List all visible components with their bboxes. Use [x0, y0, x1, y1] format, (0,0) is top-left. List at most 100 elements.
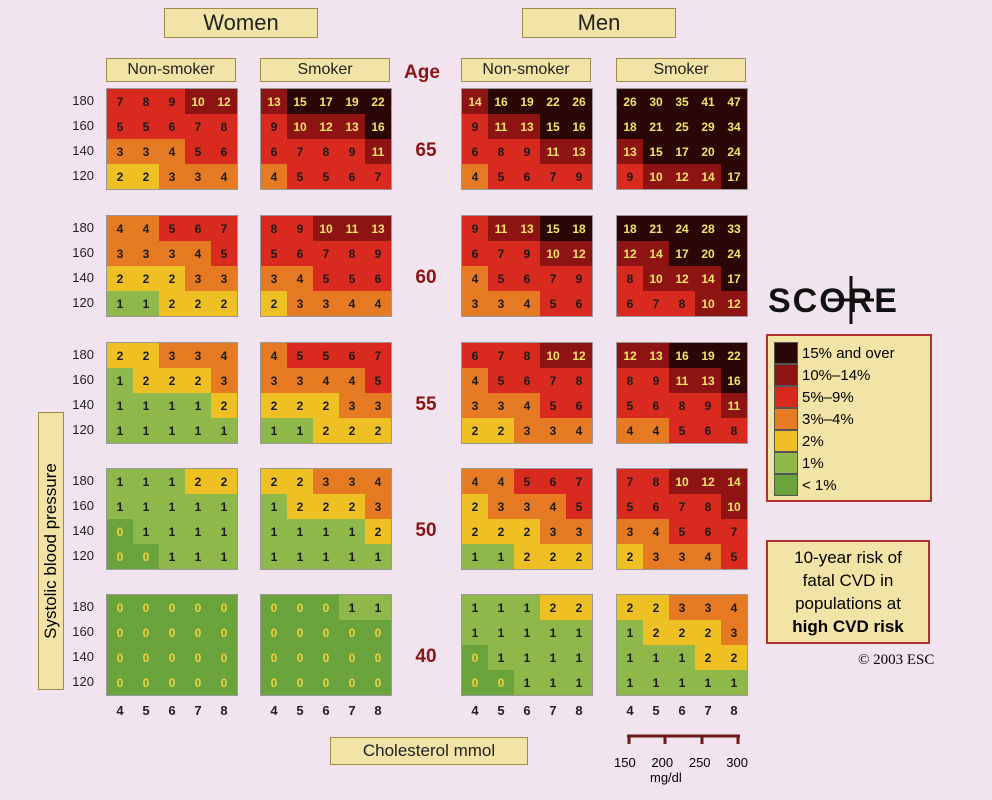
risk-cell: 2: [185, 469, 211, 494]
risk-cell: 6: [695, 418, 721, 443]
risk-cell: 1: [185, 494, 211, 519]
risk-cell: 0: [133, 544, 159, 569]
legend-swatch: [774, 430, 798, 452]
risk-cell: 0: [159, 620, 185, 645]
risk-cell: 3: [287, 368, 313, 393]
risk-cell: 1: [721, 670, 747, 695]
risk-cell: 10: [643, 164, 669, 189]
sbp-tick-label: 160: [72, 118, 94, 133]
risk-cell: 0: [185, 595, 211, 620]
risk-grid: 13 15 17 19 22 9 10 12 13 16 6 7 8 9 11 4 5 5 6 7: [260, 88, 392, 190]
risk-cell: 4: [566, 418, 592, 443]
risk-cell: 5: [488, 368, 514, 393]
risk-cell: 0: [339, 670, 365, 695]
risk-cell: 5: [339, 266, 365, 291]
risk-cell: 12: [617, 343, 643, 368]
cholesterol-tick-label: 8: [730, 703, 738, 718]
risk-cell: 2: [287, 494, 313, 519]
cholesterol-tick-label: 8: [220, 703, 228, 718]
risk-cell: 8: [133, 89, 159, 114]
risk-cell: 11: [365, 139, 391, 164]
risk-cell: 4: [211, 164, 237, 189]
sbp-tick-label: 160: [72, 245, 94, 260]
risk-cell: 2: [566, 544, 592, 569]
risk-cell: 3: [514, 418, 540, 443]
cholesterol-tick-label: 4: [471, 703, 479, 718]
women-smoker-header: Smoker: [260, 58, 390, 82]
risk-cell: 0: [107, 519, 133, 544]
risk-cell: 1: [339, 544, 365, 569]
risk-cell: 8: [643, 469, 669, 494]
risk-cell: 15: [643, 139, 669, 164]
risk-cell: 12: [617, 241, 643, 266]
risk-cell: 2: [643, 595, 669, 620]
risk-cell: 1: [159, 418, 185, 443]
age-label: 60: [415, 267, 437, 288]
risk-cell: 0: [185, 620, 211, 645]
legend-swatch: [774, 474, 798, 496]
risk-cell: 21: [643, 216, 669, 241]
risk-cell: 10: [721, 494, 747, 519]
risk-cell: 1: [566, 670, 592, 695]
risk-cell: 6: [514, 368, 540, 393]
risk-cell: 2: [566, 595, 592, 620]
risk-cell: 2: [695, 620, 721, 645]
risk-cell: 2: [287, 393, 313, 418]
risk-cell: 1: [107, 469, 133, 494]
risk-cell: 1: [287, 544, 313, 569]
risk-grid: 7 8 9 10 12 5 5 6 7 8 3 3 4 5 6 2 2 3 3 4: [106, 88, 238, 190]
risk-cell: 9: [514, 139, 540, 164]
risk-cell: 7: [643, 291, 669, 316]
cholesterol-tick-label: 5: [652, 703, 660, 718]
risk-cell: 1: [133, 519, 159, 544]
risk-cell: 6: [540, 469, 566, 494]
risk-cell: 12: [313, 114, 339, 139]
risk-cell: 4: [211, 343, 237, 368]
risk-cell: 2: [462, 494, 488, 519]
risk-cell: 17: [669, 241, 695, 266]
risk-cell: 6: [462, 139, 488, 164]
risk-cell: 6: [514, 164, 540, 189]
risk-cell: 4: [287, 266, 313, 291]
risk-cell: 0: [287, 620, 313, 645]
risk-cell: 2: [669, 620, 695, 645]
risk-cell: 5: [133, 114, 159, 139]
risk-cell: 0: [313, 645, 339, 670]
risk-cell: 2: [488, 418, 514, 443]
risk-cell: 8: [261, 216, 287, 241]
risk-cell: 3: [339, 469, 365, 494]
risk-cell: 0: [159, 595, 185, 620]
risk-cell: 7: [721, 519, 747, 544]
risk-cell: 2: [365, 418, 391, 443]
cholesterol-tick-label: 7: [704, 703, 712, 718]
risk-cell: 7: [211, 216, 237, 241]
risk-cell: 2: [211, 393, 237, 418]
risk-cell: 14: [462, 89, 488, 114]
risk-cell: 12: [566, 343, 592, 368]
risk-cell: 5: [313, 164, 339, 189]
risk-cell: 0: [488, 670, 514, 695]
risk-cell: 2: [133, 266, 159, 291]
risk-cell: 7: [287, 139, 313, 164]
risk-cell: 3: [669, 595, 695, 620]
risk-cell: 3: [617, 519, 643, 544]
risk-cell: 1: [261, 544, 287, 569]
risk-cell: 0: [287, 645, 313, 670]
risk-cell: 1: [695, 670, 721, 695]
risk-grid: 18 21 24 28 33 12 14 17 20 24 8 10 12 14 17 6 7 8 10 12: [616, 215, 748, 317]
legend-swatch: [774, 342, 798, 364]
risk-cell: 0: [133, 595, 159, 620]
risk-cell: 26: [617, 89, 643, 114]
risk-cell: 2: [488, 519, 514, 544]
sbp-tick-label: 140: [72, 143, 94, 158]
risk-cell: 9: [287, 216, 313, 241]
risk-cell: 6: [643, 393, 669, 418]
risk-cell: 0: [313, 670, 339, 695]
risk-cell: 5: [185, 139, 211, 164]
risk-cell: 20: [695, 241, 721, 266]
risk-cell: 6: [617, 291, 643, 316]
risk-cell: 10: [643, 266, 669, 291]
risk-cell: 3: [540, 418, 566, 443]
